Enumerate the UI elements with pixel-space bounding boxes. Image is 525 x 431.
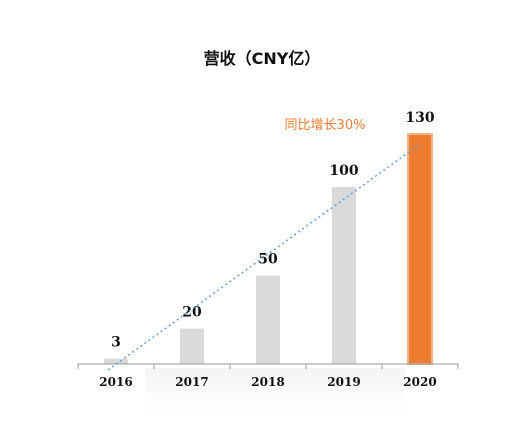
value-label-2017: 20 bbox=[182, 305, 202, 321]
bar-2016 bbox=[104, 358, 128, 364]
x-tick-labels: 2016 2017 2018 2019 2020 bbox=[99, 375, 436, 389]
bar-2019 bbox=[332, 187, 356, 364]
value-label-2019: 100 bbox=[329, 163, 358, 179]
bar-2018 bbox=[256, 275, 280, 364]
value-labels: 3 20 50 100 130 bbox=[111, 110, 435, 351]
value-label-2018: 50 bbox=[258, 252, 278, 268]
x-tick-label-2020: 2020 bbox=[403, 375, 436, 389]
x-tick-label-2016: 2016 bbox=[99, 375, 132, 389]
axis-ticks bbox=[77, 364, 459, 369]
value-label-2020: 130 bbox=[405, 110, 434, 126]
x-tick-label-2018: 2018 bbox=[251, 375, 284, 389]
x-tick-label-2019: 2019 bbox=[327, 375, 360, 389]
chart-title: 营收（CNY亿） bbox=[204, 49, 321, 68]
floor-shadow bbox=[145, 368, 405, 428]
growth-annotation: 同比增长30% bbox=[285, 118, 366, 133]
bars-layer bbox=[104, 133, 433, 365]
trendline bbox=[107, 143, 421, 371]
value-label-2016: 3 bbox=[111, 335, 121, 351]
bar-2017 bbox=[180, 328, 204, 364]
x-tick-label-2017: 2017 bbox=[175, 375, 208, 389]
bar-2020 bbox=[407, 133, 433, 365]
